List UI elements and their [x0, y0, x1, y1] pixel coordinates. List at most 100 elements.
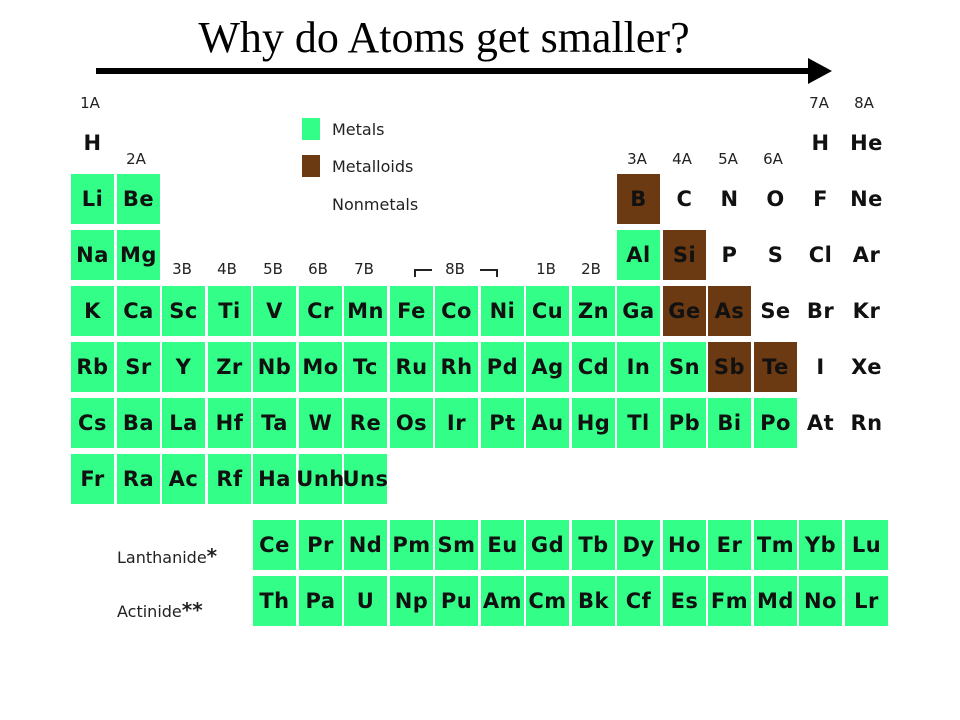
element-ga: Ga	[617, 286, 660, 336]
group-label-5b: 5B	[263, 260, 283, 278]
element-se: Se	[754, 286, 797, 336]
metalloids-swatch	[302, 155, 320, 177]
element-zn: Zn	[572, 286, 615, 336]
actinide-label: Actinide**	[117, 598, 203, 622]
element-s: S	[754, 230, 797, 280]
element-w: W	[299, 398, 342, 448]
element-p: P	[708, 230, 751, 280]
element-cr: Cr	[299, 286, 342, 336]
element-be: Be	[117, 174, 160, 224]
element-cf: Cf	[617, 576, 660, 626]
element-gd: Gd	[526, 520, 569, 570]
element-v: V	[253, 286, 296, 336]
element-ac: Ac	[162, 454, 205, 504]
element-th: Th	[253, 576, 296, 626]
element-ca: Ca	[117, 286, 160, 336]
group-label-7b: 7B	[354, 260, 374, 278]
element-zr: Zr	[208, 342, 251, 392]
element-i: I	[799, 342, 842, 392]
element-tb: Tb	[572, 520, 615, 570]
element-pt: Pt	[481, 398, 524, 448]
element-cm: Cm	[526, 576, 569, 626]
lanthanide-label-mark: *	[206, 544, 218, 568]
element-hg: Hg	[572, 398, 615, 448]
group-label-1b: 1B	[536, 260, 556, 278]
legend-metals: Metals	[332, 120, 385, 139]
element-tl: Tl	[617, 398, 660, 448]
element-am: Am	[481, 576, 524, 626]
element-sm: Sm	[435, 520, 478, 570]
element-ti: Ti	[208, 286, 251, 336]
element-la: La	[162, 398, 205, 448]
element-pu: Pu	[435, 576, 478, 626]
group-label-3a: 3A	[627, 150, 647, 168]
element-yb: Yb	[799, 520, 842, 570]
element-rf: Rf	[208, 454, 251, 504]
element-as: As	[708, 286, 751, 336]
element-pa: Pa	[299, 576, 342, 626]
actinide-label-mark: **	[181, 598, 203, 622]
element-sb: Sb	[708, 342, 751, 392]
element-na: Na	[71, 230, 114, 280]
element-tc: Tc	[344, 342, 387, 392]
element-in: In	[617, 342, 660, 392]
element-ne: Ne	[845, 174, 888, 224]
element-at: At	[799, 398, 842, 448]
element-unh: Unh	[296, 454, 344, 504]
element-md: Md	[754, 576, 797, 626]
element-rb: Rb	[71, 342, 114, 392]
lanthanide-label: Lanthanide*	[117, 544, 217, 568]
element-ir: Ir	[435, 398, 478, 448]
group-label-3b: 3B	[172, 260, 192, 278]
group-label-6a: 6A	[763, 150, 783, 168]
element-xe: Xe	[845, 342, 888, 392]
element-te: Te	[754, 342, 797, 392]
group-8b-bracket-left	[414, 269, 432, 277]
element-nb: Nb	[253, 342, 296, 392]
element-co: Co	[435, 286, 478, 336]
element-h: H	[799, 118, 842, 168]
element-bk: Bk	[572, 576, 615, 626]
element-mo: Mo	[299, 342, 342, 392]
right-arrow-icon	[96, 58, 832, 84]
element-mn: Mn	[344, 286, 387, 336]
element-kr: Kr	[845, 286, 888, 336]
element-hf: Hf	[208, 398, 251, 448]
element-ba: Ba	[117, 398, 160, 448]
element-no: No	[799, 576, 842, 626]
element-fr: Fr	[71, 454, 114, 504]
element-lu: Lu	[845, 520, 888, 570]
element-al: Al	[617, 230, 660, 280]
page-title: Why do Atoms get smaller?	[198, 13, 690, 62]
element-po: Po	[754, 398, 797, 448]
group-label-8b: 8B	[445, 260, 465, 278]
element-br: Br	[799, 286, 842, 336]
element-y: Y	[162, 342, 205, 392]
lanthanide-label-text: Lanthanide	[117, 548, 207, 567]
element-mg: Mg	[117, 230, 160, 280]
group-label-2b: 2B	[581, 260, 601, 278]
element-ni: Ni	[481, 286, 524, 336]
group-label-2a: 2A	[126, 150, 146, 168]
element-bi: Bi	[708, 398, 751, 448]
element-rn: Rn	[845, 398, 888, 448]
group-label-4a: 4A	[672, 150, 692, 168]
element-f: F	[799, 174, 842, 224]
element-nd: Nd	[344, 520, 387, 570]
element-re: Re	[344, 398, 387, 448]
element-lr: Lr	[845, 576, 888, 626]
group-label-7a: 7A	[809, 94, 829, 112]
element-fm: Fm	[708, 576, 751, 626]
element-ge: Ge	[663, 286, 706, 336]
group-label-4b: 4B	[217, 260, 237, 278]
element-cd: Cd	[572, 342, 615, 392]
group-label-5a: 5A	[718, 150, 738, 168]
element-uns: Uns	[343, 454, 388, 504]
element-rh: Rh	[435, 342, 478, 392]
element-k: K	[71, 286, 114, 336]
element-sc: Sc	[162, 286, 205, 336]
actinide-label-text: Actinide	[117, 602, 182, 621]
element-pd: Pd	[481, 342, 524, 392]
element-cl: Cl	[799, 230, 842, 280]
element-sr: Sr	[117, 342, 160, 392]
